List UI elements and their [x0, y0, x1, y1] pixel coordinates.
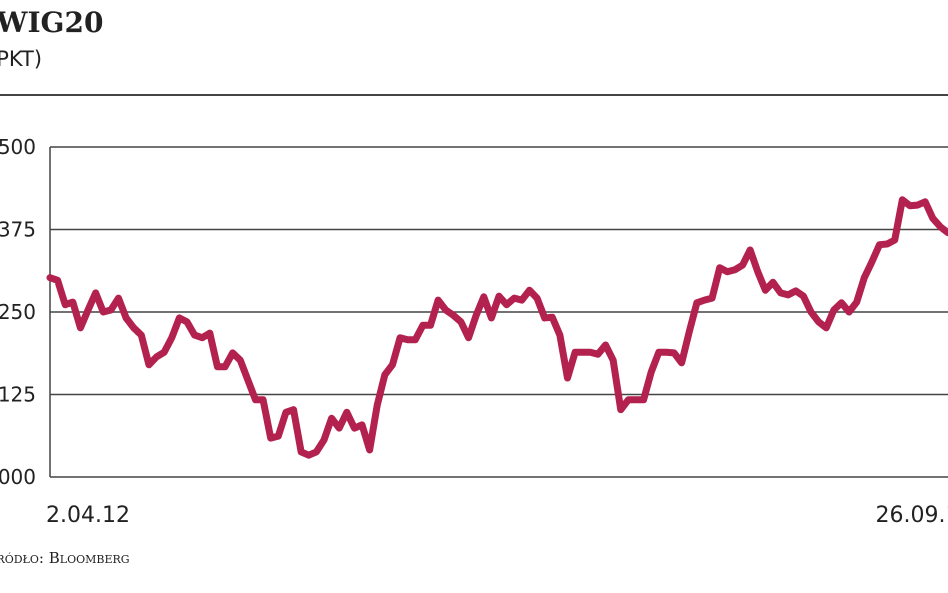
x-tick-label: 2.04.12 — [46, 503, 130, 528]
data-line — [46, 196, 948, 459]
y-tick-label: 2125 — [0, 383, 36, 407]
y-tick-label: 2500 — [0, 135, 36, 159]
y-tick-label: 2000 — [0, 465, 36, 489]
source-note: Źródło: Bloomberg — [0, 549, 130, 567]
y-tick-label: 2375 — [0, 218, 36, 242]
chart-subtitle: (PKT) — [0, 47, 42, 71]
y-tick-label: 2250 — [0, 300, 36, 324]
chart-title: WIG20 — [0, 6, 103, 39]
x-tick-label: 26.09.12 — [876, 503, 948, 528]
